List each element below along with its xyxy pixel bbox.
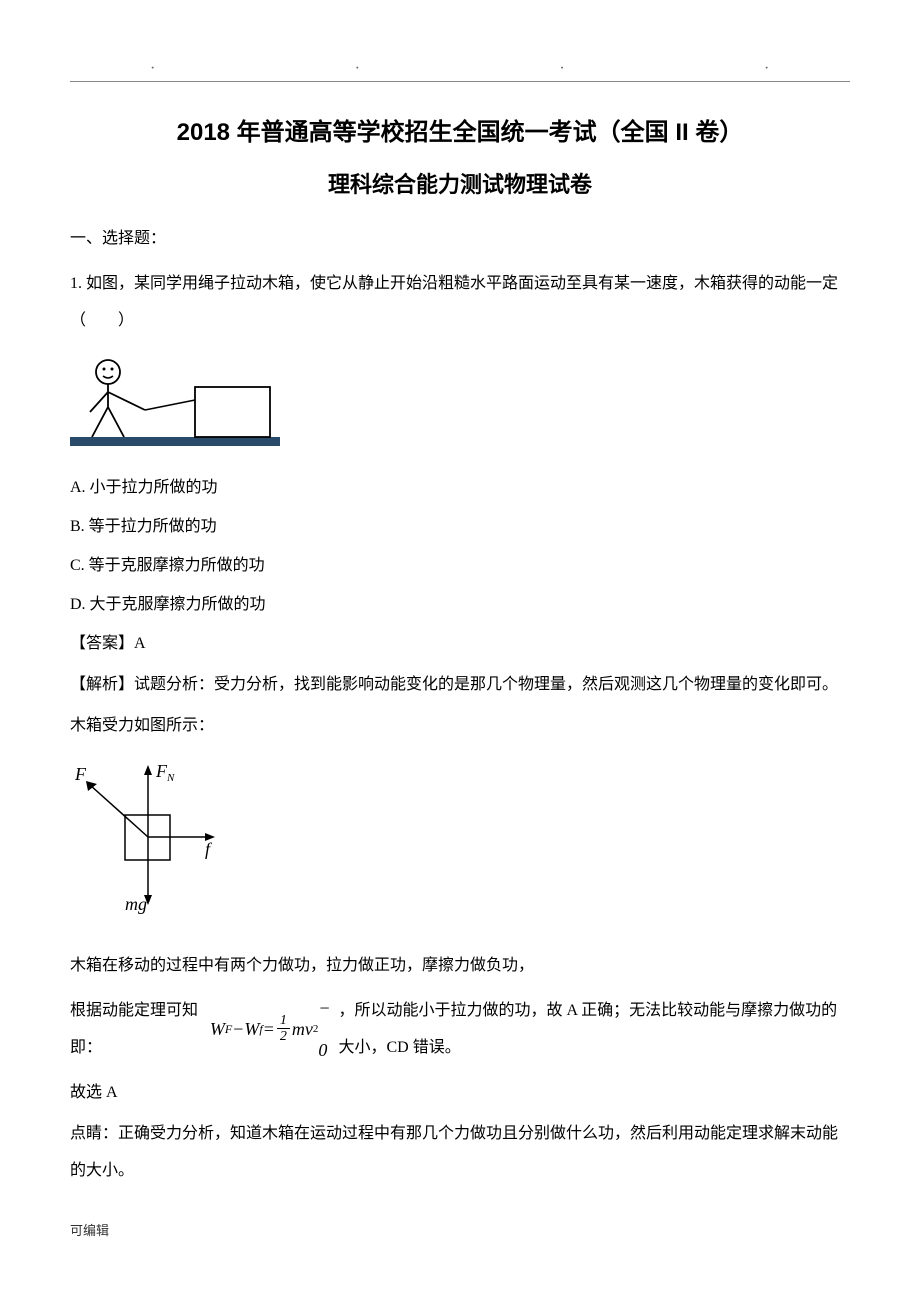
theorem-suffix: ，所以动能小于拉力做的功，故 A 正确；无法比较动能与摩擦力做功的大小，CD 错… — [338, 993, 850, 1067]
option-b: B. 等于拉力所做的功 — [70, 509, 850, 544]
analysis-intro: 【解析】试题分析：受力分析，找到能影响动能变化的是那几个物理量，然后观测这几个物… — [70, 667, 850, 704]
header-rule — [70, 81, 850, 82]
footer-text: 可编辑 — [70, 1220, 850, 1239]
option-c: C. 等于克服摩擦力所做的功 — [70, 548, 850, 583]
tip: 点睛：正确受力分析，知道木箱在运动过程中有那几个力做功且分别做什么功，然后利用动… — [70, 1116, 850, 1190]
theorem-line: 根据动能定理可知即： WF − Wf = 12 mv2 − 0 ，所以动能小于拉… — [70, 988, 850, 1071]
exam-title: 2018 年普通高等学校招生全国统一考试（全国 II 卷） — [70, 112, 850, 147]
work-description: 木箱在移动的过程中有两个力做功，拉力做正功，摩擦力做负功， — [70, 948, 850, 985]
section-heading: 一、选择题： — [70, 224, 850, 248]
theorem-prefix: 根据动能定理可知即： — [70, 993, 202, 1067]
answer-block: 【答案】A 【解析】试题分析：受力分析，找到能影响动能变化的是那几个物理量，然后… — [70, 626, 850, 1189]
energy-formula: WF − Wf = 12 mv2 − 0 — [210, 988, 331, 1071]
question-stem: 1. 如图，某同学用绳子拉动木箱，使它从静止开始沿粗糙水平路面运动至具有某一速度… — [70, 266, 850, 340]
header-marks: ···· — [70, 60, 850, 66]
exam-subtitle: 理科综合能力测试物理试卷 — [70, 167, 850, 199]
fn-label: FN — [155, 761, 175, 784]
conclusion: 故选 A — [70, 1075, 850, 1112]
friction-label: f — [205, 839, 213, 859]
question-figure — [70, 352, 850, 452]
force-intro: 木箱受力如图所示： — [70, 708, 850, 745]
option-a: A. 小于拉力所做的功 — [70, 470, 850, 505]
f-label: F — [74, 764, 87, 784]
force-diagram: FN F f mg — [70, 755, 850, 930]
mg-label: mg — [125, 894, 147, 914]
answer-label: 【答案】A — [70, 626, 850, 663]
option-d: D. 大于克服摩擦力所做的功 — [70, 587, 850, 622]
